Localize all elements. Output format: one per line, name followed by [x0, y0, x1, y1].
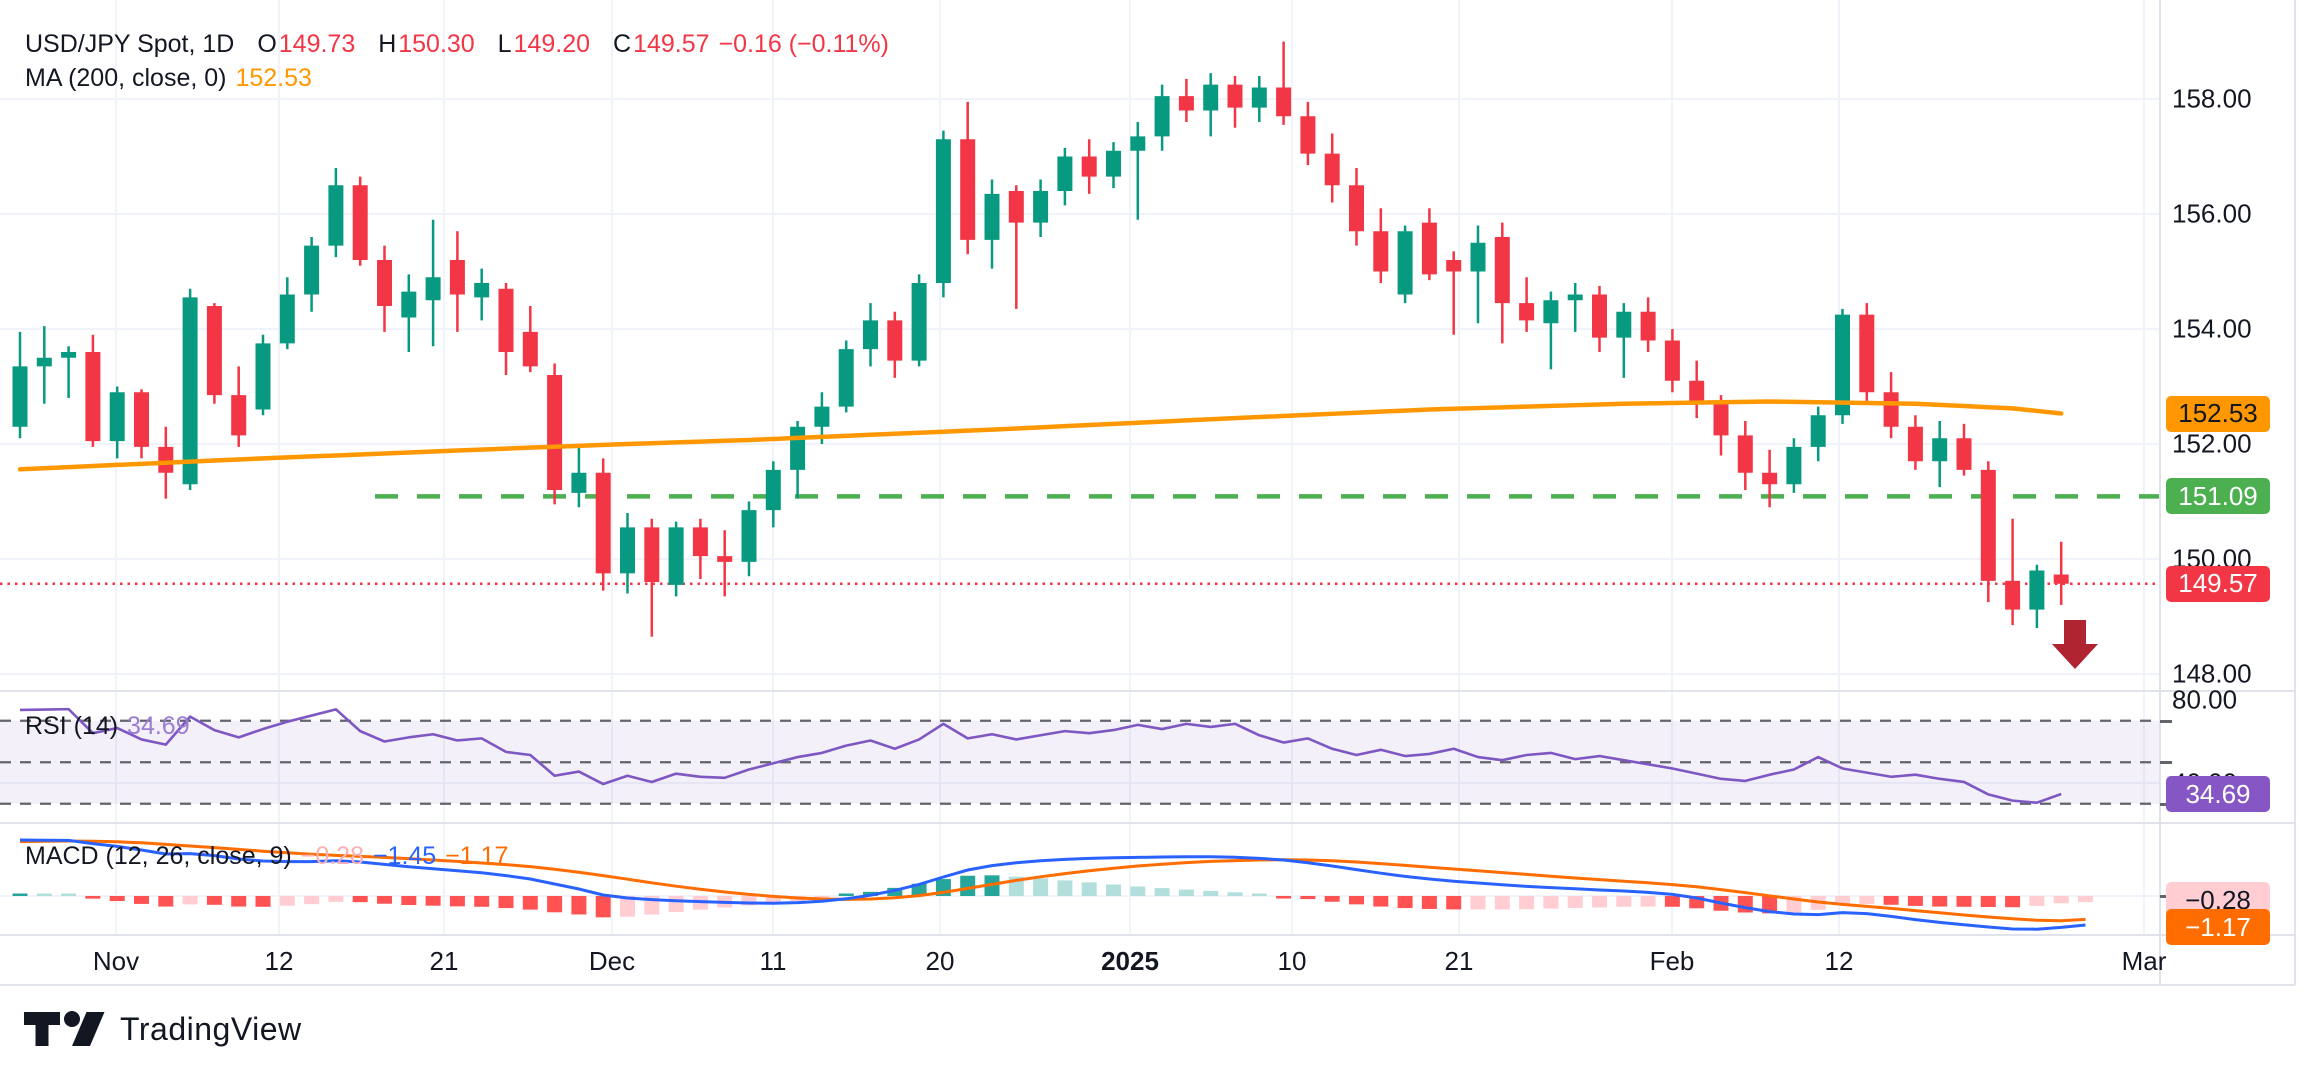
time-axis-label: Feb — [1649, 946, 1695, 976]
symbol-legend[interactable]: USD/JPY Spot, 1D O149.73 H150.30 L149.20… — [25, 30, 889, 59]
macd-signal-value: −1.17 — [445, 842, 509, 870]
pane-borders — [0, 0, 2296, 986]
macd-title: MACD (12, 26, close, 9) — [25, 842, 292, 870]
close-key: C — [613, 30, 632, 58]
high-value: 150.30 — [398, 30, 475, 58]
last-price-badge: 149.57 — [2166, 565, 2270, 602]
price-levels — [0, 494, 2160, 585]
time-axis-label: 21 — [429, 946, 459, 976]
tradingview-logo-icon — [24, 1011, 105, 1046]
macd-signal-badge: −1.17 — [2166, 909, 2270, 945]
tradingview-logo-text: TradingView — [120, 1010, 302, 1047]
high-key: H — [378, 30, 397, 58]
change-value: −0.16 (−0.11%) — [718, 30, 889, 58]
macd-line — [19, 838, 2086, 931]
macd-line-value: −1.45 — [372, 842, 437, 870]
ma-line — [17, 399, 2064, 472]
close-value: 149.57 — [633, 30, 710, 58]
rsi-title: RSI (14) — [25, 712, 119, 740]
time-axis-label: 10 — [1277, 946, 1307, 976]
price-axis-label: 152.00 — [2172, 428, 2252, 459]
axis-tick-dash — [2160, 719, 2172, 723]
open-value: 149.73 — [278, 30, 356, 58]
price-axis-label: 154.00 — [2172, 313, 2252, 344]
low-value: 149.20 — [513, 30, 591, 58]
price-axis-label: 156.00 — [2172, 198, 2252, 229]
candlestick-series[interactable] — [12, 41, 2069, 637]
price-axis-label: 158.00 — [2172, 83, 2252, 114]
macd-lines — [19, 838, 2086, 931]
time-axis-label: Dec — [588, 946, 636, 976]
symbol-title: USD/JPY Spot, 1D — [25, 30, 235, 58]
time-axis-label: Mar — [2121, 946, 2167, 976]
macd-legend[interactable]: MACD (12, 26, close, 9) −0.28 −1.45 −1.1… — [25, 842, 508, 871]
support-badge: 151.09 — [2166, 478, 2270, 515]
ma-value: 152.53 — [235, 64, 312, 92]
macd-signal-line — [19, 839, 2086, 923]
time-axis-label: 12 — [264, 946, 294, 976]
rsi-legend[interactable]: RSI (14) 34.69 — [25, 712, 190, 741]
low-key: L — [497, 30, 512, 58]
time-axis-label: 21 — [1444, 946, 1474, 976]
time-axis-label: 2025 — [1101, 946, 1159, 976]
ma-title: MA (200, close, 0) — [25, 64, 227, 92]
time-axis-label: 12 — [1824, 946, 1854, 976]
time-axis-label: 11 — [759, 946, 787, 976]
macd-hist-value: −0.28 — [300, 842, 364, 870]
ma-legend[interactable]: MA (200, close, 0) 152.53 — [25, 64, 312, 93]
time-axis-label: 20 — [925, 946, 955, 976]
down-arrow-marker — [2052, 620, 2098, 669]
price-axis-label: 148.00 — [2172, 658, 2252, 689]
tradingview-logo[interactable]: TradingView — [22, 1008, 302, 1050]
rsi-line — [19, 707, 2062, 805]
ma-badge: 152.53 — [2166, 395, 2270, 432]
marker-layer — [2052, 620, 2098, 669]
open-key: O — [257, 30, 277, 58]
rsi-band — [0, 719, 2160, 805]
chart-canvas[interactable] — [0, 0, 2304, 990]
rsi-axis-label: 80.00 — [2172, 684, 2238, 715]
rsi-badge: 34.69 — [2166, 776, 2270, 813]
time-axis-label: Nov — [92, 946, 140, 976]
axis-tick-dash — [2160, 761, 2172, 765]
rsi-value: 34.69 — [127, 712, 190, 740]
